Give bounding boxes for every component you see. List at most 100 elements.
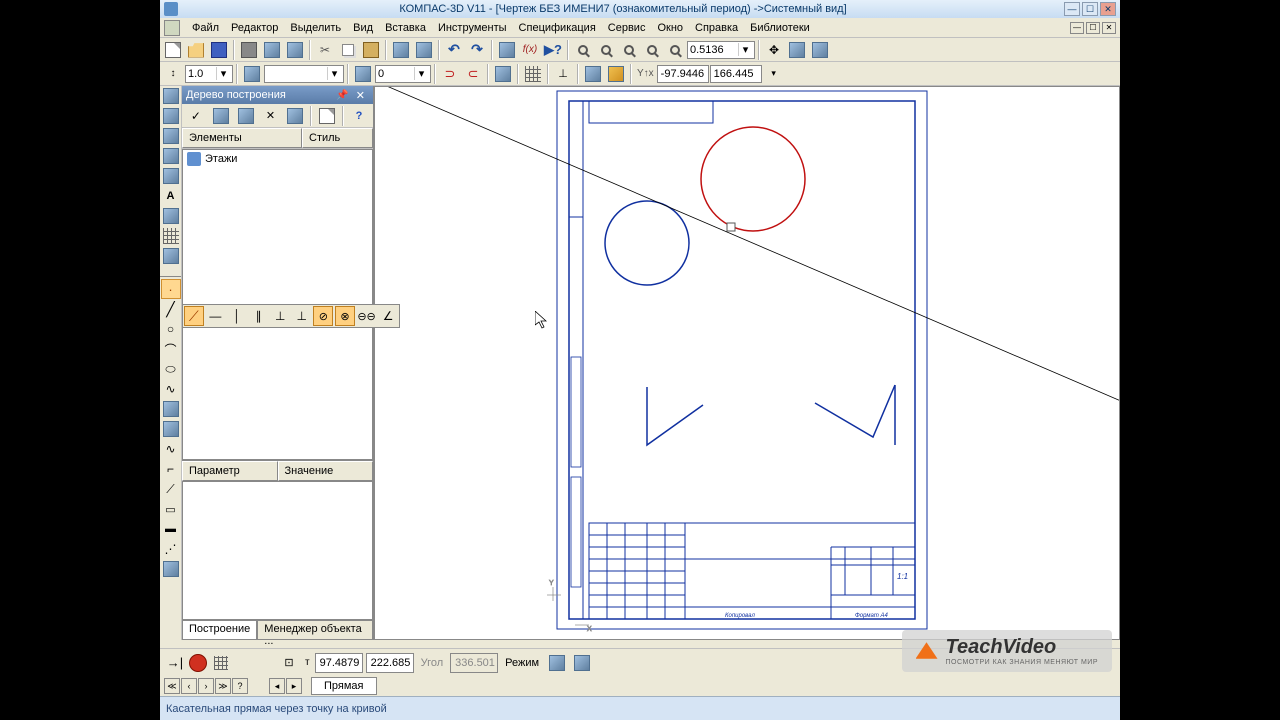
ellipse-tool[interactable]: ⬭ xyxy=(161,359,181,379)
tree-help-btn[interactable]: ? xyxy=(349,106,369,126)
view-btn[interactable] xyxy=(241,63,263,85)
coord-x-input[interactable] xyxy=(657,65,709,83)
tree-col-style[interactable]: Стиль xyxy=(302,128,373,148)
coord-dropdown[interactable]: ▾ xyxy=(763,63,785,85)
menu-window[interactable]: Окно xyxy=(651,20,689,36)
undo-button[interactable]: ↶ xyxy=(443,39,465,61)
geometry-tool[interactable] xyxy=(161,86,181,106)
zoom-in-button[interactable] xyxy=(595,39,617,61)
angle-snap-btn[interactable] xyxy=(492,63,514,85)
tree-btn2[interactable] xyxy=(211,106,231,126)
doc-tab[interactable]: Прямая xyxy=(311,677,377,695)
horiz-line-btn[interactable]: — xyxy=(205,306,225,326)
zoom-combo[interactable]: 0.5136▾ xyxy=(687,41,755,59)
dimensions-tool[interactable] xyxy=(161,106,181,126)
tree-btn6[interactable] xyxy=(317,106,337,126)
point-style-btn[interactable]: ⊡ xyxy=(278,652,300,674)
grid-btn[interactable] xyxy=(522,63,544,85)
nav-help[interactable]: ? xyxy=(232,678,248,694)
save-button[interactable] xyxy=(208,39,230,61)
tangent-ext-btn[interactable]: ⊗ xyxy=(335,306,355,326)
layers-button[interactable] xyxy=(413,39,435,61)
params-tool[interactable] xyxy=(161,166,181,186)
sheet-prev[interactable]: ◂ xyxy=(269,678,285,694)
drawing-canvas[interactable]: 1:1 Копировал Формат А4 Y xyxy=(374,86,1120,640)
zoom-out-button[interactable] xyxy=(618,39,640,61)
magnet-btn[interactable]: ⊃ xyxy=(439,63,461,85)
maximize-button[interactable]: ☐ xyxy=(1082,2,1098,16)
tree-btn3[interactable] xyxy=(236,106,256,126)
nav-first[interactable]: ≪ xyxy=(164,678,180,694)
spec-tool[interactable] xyxy=(161,246,181,266)
snap-btn[interactable]: ⊂ xyxy=(462,63,484,85)
tangent1-btn[interactable]: ⊥ xyxy=(292,306,312,326)
ortho-btn[interactable]: ⊥ xyxy=(552,63,574,85)
scale-icon[interactable]: ↕ xyxy=(162,63,184,85)
line-type-toolbar[interactable]: ⟋ — │ ∥ ⊥ ⊥ ⊘ ⊗ ⊖⊖ ∠ xyxy=(182,304,400,328)
tree-col-elements[interactable]: Элементы xyxy=(182,128,302,148)
minimize-button[interactable]: — xyxy=(1064,2,1080,16)
rect2-tool[interactable]: ▭ xyxy=(161,499,181,519)
new-button[interactable] xyxy=(162,39,184,61)
mdi-restore[interactable]: ☐ xyxy=(1086,22,1100,34)
close-button[interactable]: ✕ xyxy=(1100,2,1116,16)
rect3-tool[interactable]: ▬ xyxy=(161,519,181,539)
zoom-all-button[interactable] xyxy=(664,39,686,61)
nav-last[interactable]: ≫ xyxy=(215,678,231,694)
tree-btn4[interactable]: ✕ xyxy=(260,106,280,126)
menu-file[interactable]: Файл xyxy=(186,20,225,36)
tree-btn5[interactable] xyxy=(285,106,305,126)
table-tool[interactable] xyxy=(161,226,181,246)
perp-btn[interactable]: ⊥ xyxy=(270,306,290,326)
open-button[interactable] xyxy=(185,39,207,61)
rotate-button[interactable] xyxy=(786,39,808,61)
equidist-tool[interactable] xyxy=(161,559,181,579)
create-btn[interactable] xyxy=(210,652,232,674)
view-combo[interactable]: ▾ xyxy=(264,65,344,83)
text-tool[interactable] xyxy=(161,126,181,146)
menu-insert[interactable]: Вставка xyxy=(379,20,432,36)
fillet-tool[interactable]: ⌐ xyxy=(161,459,181,479)
menu-help[interactable]: Справка xyxy=(689,20,744,36)
point-y[interactable]: 222.685 xyxy=(366,653,414,673)
measure-tool[interactable]: А xyxy=(161,186,181,206)
polygon-tool[interactable] xyxy=(161,419,181,439)
point-x[interactable]: 97.4879 xyxy=(315,653,363,673)
param-body[interactable] xyxy=(182,481,373,620)
sheet-next[interactable]: ▸ xyxy=(286,678,302,694)
mdi-close[interactable]: ✕ xyxy=(1102,22,1116,34)
spline-tool[interactable]: ∿ xyxy=(161,379,181,399)
redo-button[interactable]: ↷ xyxy=(466,39,488,61)
rect-tool[interactable] xyxy=(161,399,181,419)
aux-line-btn[interactable]: ⟋ xyxy=(184,306,204,326)
vars-button[interactable] xyxy=(496,39,518,61)
menu-edit[interactable]: Редактор xyxy=(225,20,284,36)
param-col2[interactable]: Значение xyxy=(278,461,374,481)
curve-tool[interactable]: ∿ xyxy=(161,439,181,459)
menu-service[interactable]: Сервис xyxy=(602,20,652,36)
mode-btn2[interactable] xyxy=(571,652,593,674)
arc-tool[interactable]: ⌒ xyxy=(161,339,181,359)
cut-button[interactable]: ✂ xyxy=(314,39,336,61)
nav-prev[interactable]: ‹ xyxy=(181,678,197,694)
pin-icon[interactable]: 📌 xyxy=(333,90,351,101)
tangent2-btn[interactable]: ⊖⊖ xyxy=(357,306,377,326)
document-icon[interactable] xyxy=(164,20,180,36)
line-tool[interactable]: ╱ xyxy=(161,299,181,319)
circle-tool[interactable]: ○ xyxy=(161,319,181,339)
fx-button[interactable]: f(x) xyxy=(519,39,541,61)
mode-btn1[interactable] xyxy=(546,652,568,674)
param-col1[interactable]: Параметр xyxy=(182,461,278,481)
local-cs-btn[interactable] xyxy=(582,63,604,85)
copy-button[interactable] xyxy=(337,39,359,61)
whatsthis-button[interactable]: ▶? xyxy=(542,39,564,61)
layer-combo[interactable]: 0▾ xyxy=(375,65,431,83)
redraw-button[interactable] xyxy=(809,39,831,61)
page-button[interactable] xyxy=(284,39,306,61)
tree-tab-manager[interactable]: Менеджер объекта ... xyxy=(257,621,373,640)
parallel-btn[interactable]: ∥ xyxy=(249,306,269,326)
auto-btn[interactable]: →| xyxy=(164,652,186,674)
edit-tool[interactable] xyxy=(161,146,181,166)
scale-combo[interactable]: 1.0▾ xyxy=(185,65,233,83)
menu-view[interactable]: Вид xyxy=(347,20,379,36)
